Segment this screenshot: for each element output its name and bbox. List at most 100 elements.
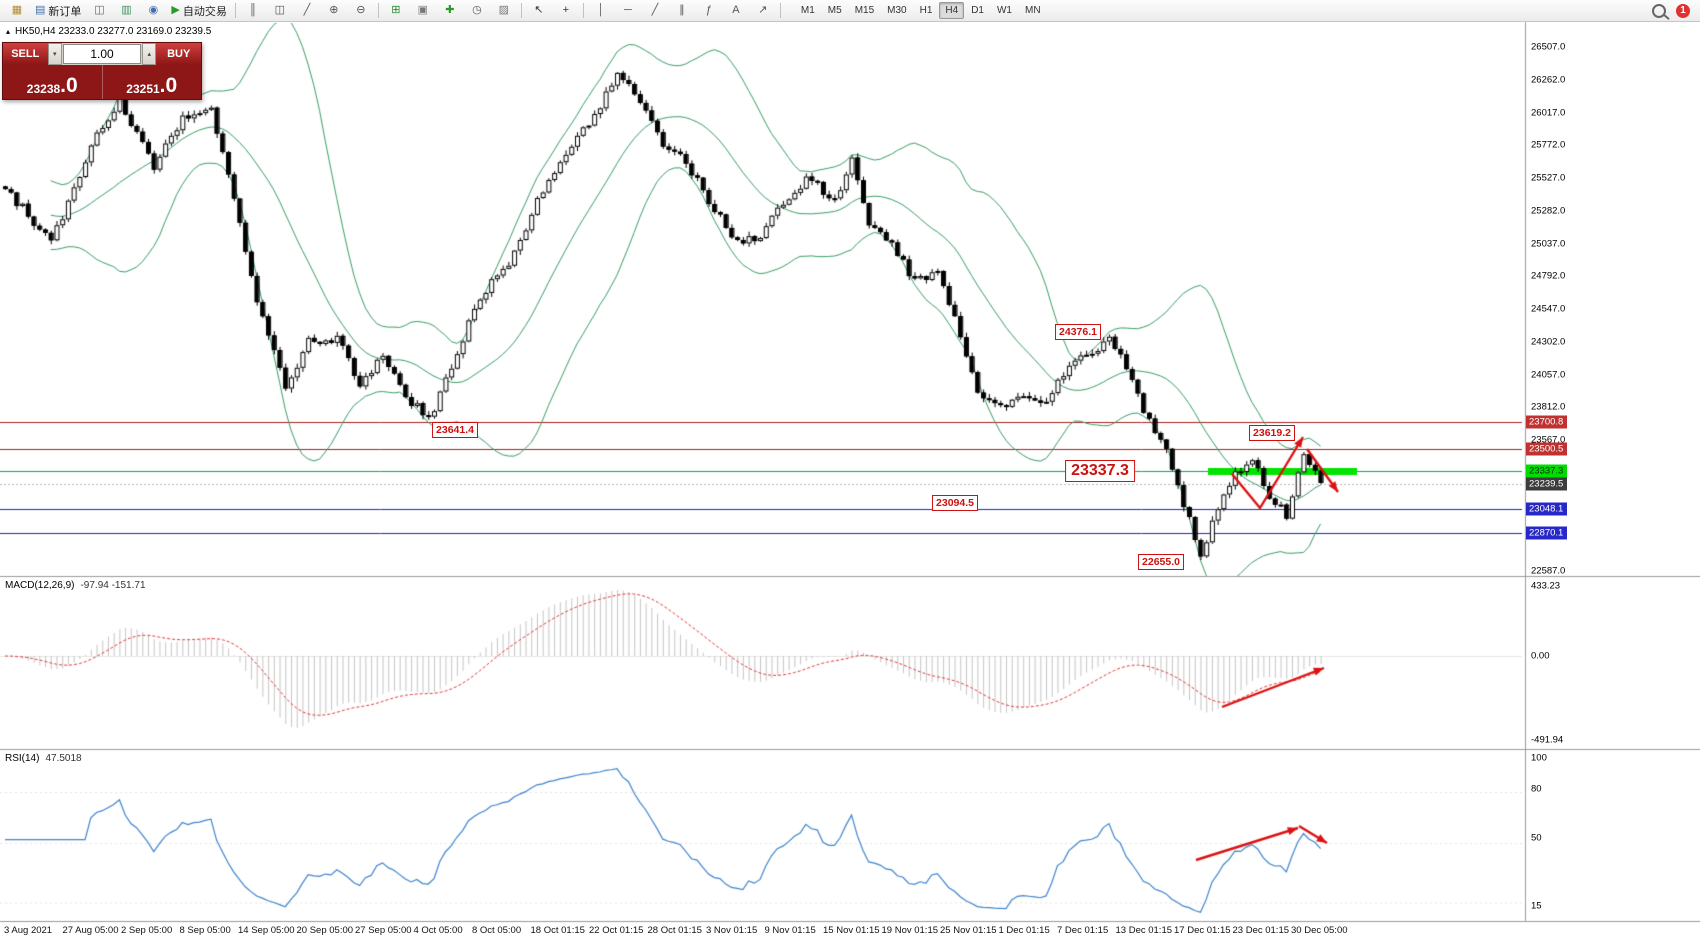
buy-price-small: 23251 bbox=[126, 81, 160, 96]
rsi-value: 47.5018 bbox=[45, 753, 82, 764]
time-axis-label: 3 Nov 01:15 bbox=[706, 925, 758, 936]
data-window-icon: ◉ bbox=[148, 4, 159, 16]
volume-input[interactable] bbox=[63, 44, 141, 64]
trade-panel-toggle-icon[interactable]: ▴ bbox=[6, 27, 11, 36]
time-axis-label: 25 Nov 01:15 bbox=[940, 925, 997, 936]
price-annotation[interactable]: 22655.0 bbox=[1138, 554, 1184, 570]
bars-chart-icon[interactable]: ║ bbox=[240, 1, 266, 21]
rsi-axis-label: 50 bbox=[1531, 832, 1542, 844]
timeframe-m5[interactable]: M5 bbox=[827, 5, 842, 16]
autotrading-button[interactable]: ▶ 自动交易 bbox=[167, 1, 230, 21]
tile-windows-icon[interactable]: ⊞ bbox=[383, 1, 409, 21]
line-chart-icon[interactable]: ╱ bbox=[294, 1, 320, 21]
price-annotation[interactable]: 23641.4 bbox=[432, 422, 478, 438]
vertical-line-icon[interactable]: │ bbox=[588, 1, 614, 21]
price-annotation[interactable]: 23337.3 bbox=[1065, 460, 1135, 482]
candlestick-chart-icon[interactable]: ◫ bbox=[267, 1, 293, 21]
price-level-badge: 23337.3 bbox=[1526, 464, 1568, 478]
toolbar-separator bbox=[582, 3, 584, 18]
time-axis-label: 13 Dec 01:15 bbox=[1115, 925, 1173, 936]
sell-price-small: 23238 bbox=[26, 81, 61, 96]
time-axis-label: 28 Oct 01:15 bbox=[647, 925, 702, 936]
autotrading-button: ▶ bbox=[171, 4, 180, 16]
text-label-icon: A bbox=[732, 4, 740, 16]
new-order-button-label: 新订单 bbox=[48, 5, 82, 18]
cascade-windows-icon[interactable]: ▣ bbox=[410, 1, 436, 21]
price-axis-tick: 23567.0 bbox=[1531, 434, 1566, 446]
new-chart-icon[interactable]: ▦ bbox=[4, 1, 30, 21]
profiles-icon[interactable]: ▥ bbox=[113, 1, 139, 21]
sell-price[interactable]: 23238 .0 bbox=[3, 65, 103, 99]
buy-price[interactable]: 23251 .0 bbox=[103, 65, 202, 99]
text-label-icon[interactable]: A bbox=[723, 1, 749, 21]
price-axis-tick: 26507.0 bbox=[1531, 41, 1566, 53]
timeframe-w1[interactable]: W1 bbox=[996, 5, 1012, 16]
bars-chart-icon: ║ bbox=[248, 4, 257, 16]
rsi-indicator-label: RSI(14) 47.5018 bbox=[5, 753, 82, 764]
timeframe-mn[interactable]: MN bbox=[1024, 5, 1041, 16]
symbol-ohlc-text: HK50,H4 23233.0 23277.0 23169.0 23239.5 bbox=[15, 26, 212, 37]
volume-increase-button[interactable]: ▴ bbox=[142, 43, 157, 65]
notification-badge[interactable]: 1 bbox=[1676, 3, 1690, 18]
new-order-button[interactable]: ▤ 新订单 bbox=[31, 1, 85, 21]
autotrading-button-label: 自动交易 bbox=[182, 5, 227, 18]
zoom-out-icon: ⊖ bbox=[356, 4, 366, 16]
price-level-badge: 23500.5 bbox=[1526, 442, 1568, 456]
search-icon[interactable] bbox=[1652, 3, 1666, 18]
price-axis-tick: 26017.0 bbox=[1531, 107, 1566, 118]
equidistant-channel-icon[interactable]: ∥ bbox=[669, 1, 695, 21]
zoom-out-icon[interactable]: ⊖ bbox=[348, 1, 374, 21]
chart-windows-icon[interactable]: ◫ bbox=[86, 1, 112, 21]
indicators-icon[interactable]: ✚ bbox=[437, 1, 463, 21]
fibonacci-icon: ƒ bbox=[705, 4, 712, 16]
trade-panel-price-row: 23238 .0 23251 .0 bbox=[3, 65, 201, 99]
zoom-in-icon: ⊕ bbox=[329, 4, 339, 16]
trade-panel-top-row: SELL ▾ ▴ BUY bbox=[3, 43, 201, 65]
trendline-icon: ╱ bbox=[651, 4, 659, 16]
timeframe-m30[interactable]: M30 bbox=[887, 5, 907, 16]
zoom-in-icon[interactable]: ⊕ bbox=[321, 1, 347, 21]
price-level-badge: 22870.1 bbox=[1526, 526, 1568, 540]
cursor-icon[interactable]: ↖ bbox=[526, 1, 552, 21]
toolbar-separator bbox=[779, 3, 781, 18]
toolbar-separator bbox=[520, 3, 522, 18]
price-level-badge: 23700.8 bbox=[1526, 415, 1568, 429]
horizontal-line-icon[interactable]: ─ bbox=[615, 1, 641, 21]
trendline-icon[interactable]: ╱ bbox=[642, 1, 668, 21]
price-annotation[interactable]: 23094.5 bbox=[932, 495, 978, 511]
time-axis-label: 30 Dec 05:00 bbox=[1291, 925, 1348, 936]
timeframe-h4[interactable]: H4 bbox=[939, 2, 965, 19]
templates-icon: ▨ bbox=[498, 4, 510, 16]
timeframe-m1[interactable]: M1 bbox=[800, 5, 815, 16]
price-annotation[interactable]: 23619.2 bbox=[1249, 425, 1295, 441]
crosshair-icon[interactable]: + bbox=[553, 1, 579, 21]
periods-icon[interactable]: ◷ bbox=[464, 1, 490, 21]
chart-windows-icon: ◫ bbox=[94, 4, 105, 16]
data-window-icon[interactable]: ◉ bbox=[140, 1, 166, 21]
time-axis-label: 22 Oct 01:15 bbox=[589, 925, 644, 936]
timeframe-d1[interactable]: D1 bbox=[971, 5, 984, 16]
fibonacci-icon[interactable]: ƒ bbox=[696, 1, 722, 21]
price-axis-tick: 25772.0 bbox=[1531, 139, 1566, 151]
sell-price-big: .0 bbox=[60, 74, 78, 98]
price-axis-tick: 24302.0 bbox=[1531, 336, 1566, 348]
rsi-axis-label: 80 bbox=[1531, 783, 1542, 795]
price-axis-tick: 26262.0 bbox=[1531, 74, 1566, 86]
timeframe-m15[interactable]: M15 bbox=[854, 5, 875, 16]
indicators-icon: ✚ bbox=[445, 4, 455, 16]
timeframe-h1[interactable]: H1 bbox=[919, 5, 933, 16]
tile-windows-icon: ⊞ bbox=[391, 4, 401, 16]
rsi-axis-label: 15 bbox=[1531, 900, 1542, 912]
buy-button[interactable]: BUY bbox=[156, 43, 201, 65]
macd-axis-label: -491.94 bbox=[1531, 734, 1564, 746]
time-axis-label: 27 Aug 05:00 bbox=[62, 925, 119, 936]
templates-icon[interactable]: ▨ bbox=[491, 1, 517, 21]
sell-button[interactable]: SELL bbox=[3, 43, 48, 65]
macd-name: MACD(12,26,9) bbox=[5, 580, 75, 591]
price-annotation[interactable]: 24376.1 bbox=[1055, 324, 1101, 340]
arrows-tool-icon[interactable]: ↗ bbox=[750, 1, 776, 21]
volume-decrease-button[interactable]: ▾ bbox=[47, 43, 62, 65]
toolbar-separator bbox=[377, 3, 379, 18]
symbol-ohlc-line: ▴ HK50,H4 23233.0 23277.0 23169.0 23239.… bbox=[6, 26, 211, 37]
